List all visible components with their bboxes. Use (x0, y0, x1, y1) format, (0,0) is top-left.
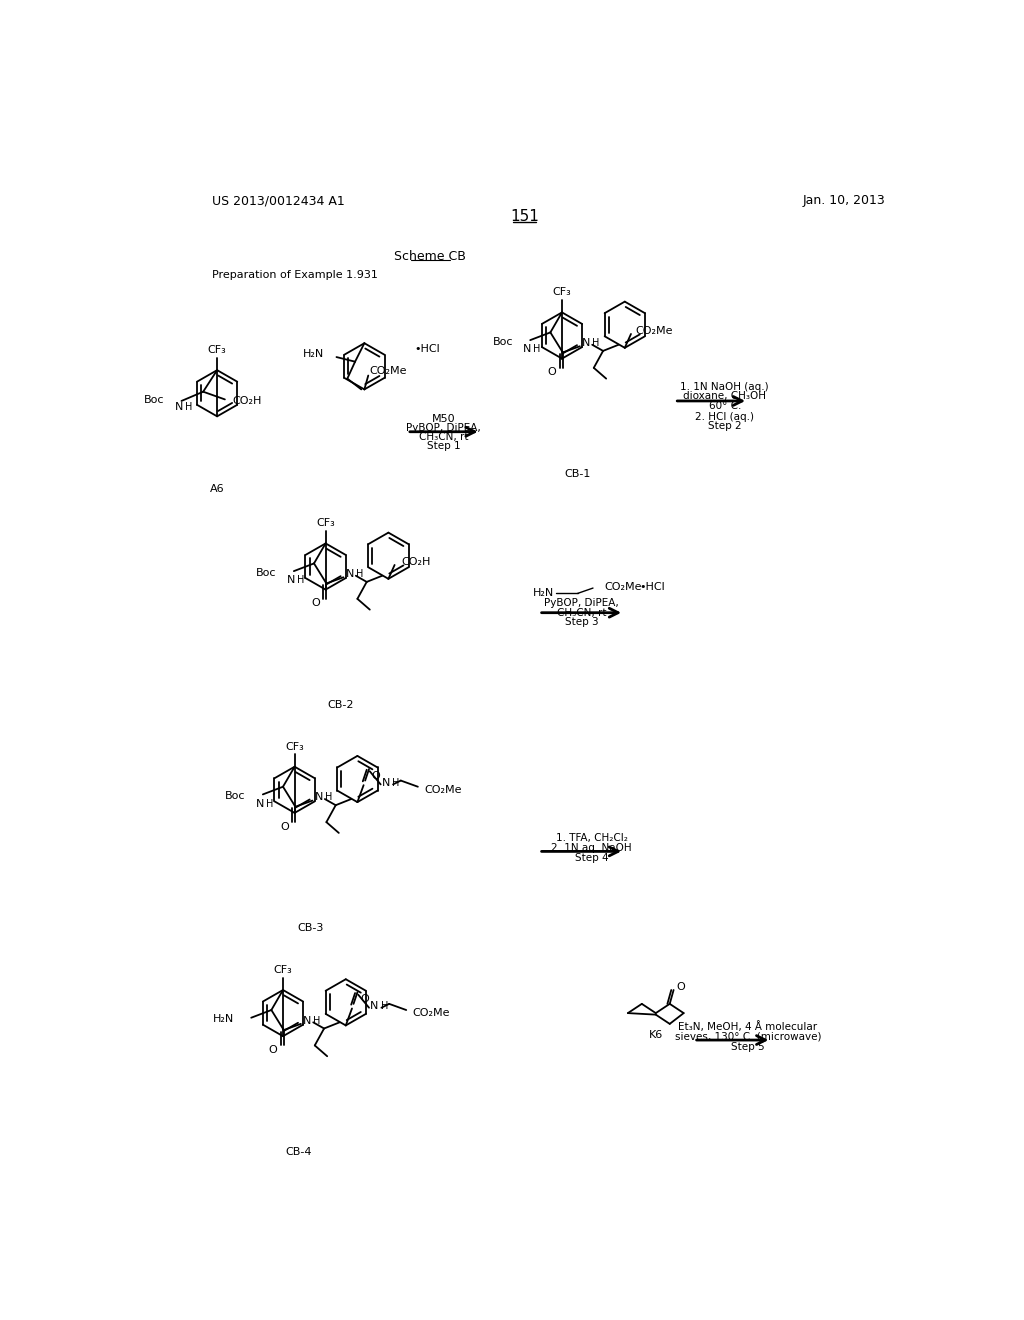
Text: Step 3: Step 3 (564, 616, 598, 627)
Text: H: H (392, 777, 399, 788)
Text: 2. HCl (aq.): 2. HCl (aq.) (695, 412, 755, 422)
Text: CF₃: CF₃ (316, 519, 335, 528)
Text: H₂N: H₂N (303, 348, 324, 359)
Text: Boc: Boc (493, 337, 513, 347)
Text: Scheme CB: Scheme CB (394, 249, 466, 263)
Text: 1. TFA, CH₂Cl₂: 1. TFA, CH₂Cl₂ (555, 833, 628, 843)
Text: H: H (325, 792, 332, 803)
Text: H₂N: H₂N (213, 1014, 234, 1024)
Text: O: O (360, 994, 369, 1005)
Text: CO₂H: CO₂H (401, 557, 431, 566)
Text: sieves, 130° C. (microwave): sieves, 130° C. (microwave) (675, 1032, 821, 1041)
Text: O: O (548, 367, 556, 378)
Text: N: N (345, 569, 354, 579)
Text: H: H (266, 799, 273, 809)
Text: dioxane, CH₃OH: dioxane, CH₃OH (683, 391, 766, 401)
Text: H: H (297, 576, 304, 585)
Text: 151: 151 (510, 209, 540, 223)
Text: CF₃: CF₃ (553, 288, 571, 297)
Text: N: N (256, 799, 264, 809)
Text: N: N (175, 403, 183, 412)
Text: N: N (382, 777, 390, 788)
Text: Step 5: Step 5 (731, 1041, 765, 1052)
Text: H: H (313, 1016, 321, 1026)
Text: Preparation of Example 1.931: Preparation of Example 1.931 (212, 271, 378, 280)
Text: CO₂Me: CO₂Me (636, 326, 673, 335)
Text: N: N (303, 1016, 311, 1026)
Text: CB-1: CB-1 (564, 469, 591, 479)
Text: Et₃N, MeOH, 4 Å molecular: Et₃N, MeOH, 4 Å molecular (679, 1022, 817, 1032)
Text: A6: A6 (210, 484, 224, 495)
Text: CO₂Me: CO₂Me (413, 1008, 450, 1018)
Text: CB-2: CB-2 (328, 700, 354, 710)
Text: CB-3: CB-3 (297, 924, 324, 933)
Text: •HCl: •HCl (640, 582, 666, 591)
Text: O: O (281, 822, 289, 832)
Text: N: N (287, 576, 295, 585)
Text: CH₃CN, rt: CH₃CN, rt (557, 607, 606, 618)
Text: CO₂Me: CO₂Me (369, 366, 407, 376)
Text: H: H (381, 1001, 388, 1011)
Text: M50: M50 (431, 413, 456, 424)
Text: •HCl: •HCl (415, 345, 440, 354)
Text: K6: K6 (648, 1030, 663, 1040)
Text: N: N (582, 338, 590, 348)
Text: O: O (311, 598, 319, 609)
Text: Jan. 10, 2013: Jan. 10, 2013 (802, 194, 885, 207)
Text: H₂N: H₂N (534, 589, 554, 598)
Text: 2. 1N aq. NaOH: 2. 1N aq. NaOH (551, 843, 632, 853)
Text: Step 2: Step 2 (708, 421, 741, 432)
Text: H: H (185, 403, 193, 412)
Text: O: O (268, 1045, 278, 1055)
Text: O: O (676, 982, 685, 991)
Text: CO₂Me: CO₂Me (604, 582, 642, 591)
Text: H: H (534, 345, 541, 354)
Text: Boc: Boc (256, 568, 276, 578)
Text: Boc: Boc (225, 791, 246, 801)
Text: CF₃: CF₃ (208, 345, 226, 355)
Text: Step 1: Step 1 (427, 441, 460, 451)
Text: Boc: Boc (144, 395, 165, 405)
Text: 60° C.: 60° C. (709, 400, 741, 411)
Text: N: N (523, 345, 531, 354)
Text: Step 4: Step 4 (574, 853, 608, 863)
Text: N: N (314, 792, 323, 803)
Text: CB-4: CB-4 (286, 1147, 311, 1156)
Text: H: H (592, 338, 600, 348)
Text: CF₃: CF₃ (286, 742, 304, 751)
Text: US 2013/0012434 A1: US 2013/0012434 A1 (212, 194, 344, 207)
Text: CO₂H: CO₂H (231, 396, 261, 407)
Text: CO₂Me: CO₂Me (424, 785, 462, 795)
Text: CH₃CN, rt: CH₃CN, rt (419, 432, 468, 442)
Text: PyBOP, DiPEA,: PyBOP, DiPEA, (407, 422, 481, 433)
Text: 1. 1N NaOH (aq.): 1. 1N NaOH (aq.) (680, 381, 769, 392)
Text: N: N (371, 1001, 379, 1011)
Text: O: O (372, 771, 380, 781)
Text: PyBOP, DiPEA,: PyBOP, DiPEA, (544, 598, 618, 609)
Text: H: H (356, 569, 364, 579)
Text: CF₃: CF₃ (273, 965, 293, 975)
